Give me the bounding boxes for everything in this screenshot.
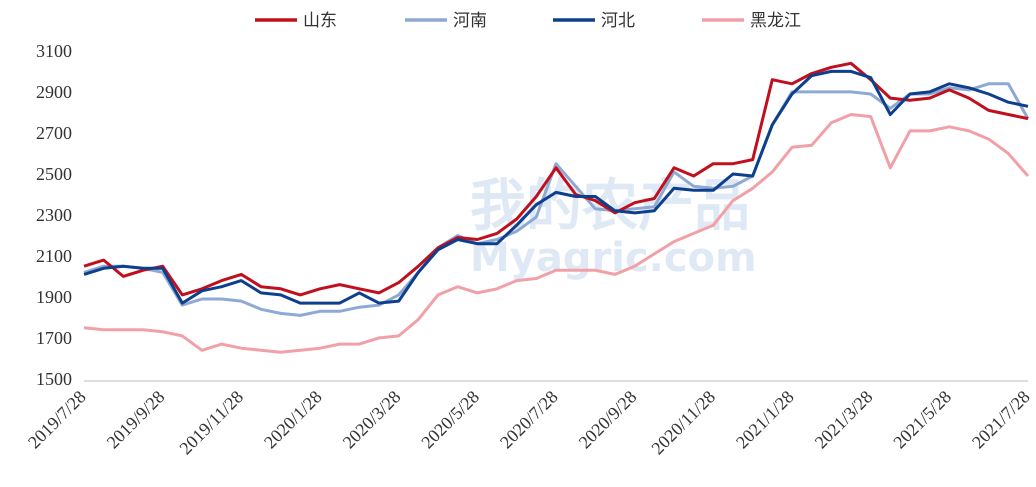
y-tick-label: 1900 xyxy=(36,287,72,307)
x-tick-label: 2019/11/28 xyxy=(175,387,247,459)
x-tick-label: 2020/9/28 xyxy=(575,387,641,453)
y-tick-label: 2700 xyxy=(36,123,72,143)
y-tick-label: 1500 xyxy=(36,369,72,389)
legend-label: 黑龙江 xyxy=(750,11,801,31)
y-tick-label: 2300 xyxy=(36,205,72,225)
x-tick-label: 2021/3/28 xyxy=(811,387,877,453)
x-tick-label: 2020/1/28 xyxy=(260,387,326,453)
x-tick-label: 2019/9/28 xyxy=(103,387,169,453)
line-series xyxy=(83,82,1030,317)
y-tick-label: 3100 xyxy=(36,41,72,61)
legend-label: 河北 xyxy=(601,11,635,31)
x-tick-label: 2021/5/28 xyxy=(889,387,955,453)
x-tick-label: 2020/7/28 xyxy=(496,387,562,453)
legend-label: 山东 xyxy=(303,11,337,31)
x-tick-label: 2021/1/28 xyxy=(732,387,798,453)
x-tick-label: 2020/3/28 xyxy=(339,387,405,453)
y-tick-label: 2900 xyxy=(36,82,72,102)
line-series xyxy=(83,69,1029,305)
x-tick-label: 2021/7/28 xyxy=(968,387,1034,453)
x-tick-label: 2019/7/28 xyxy=(24,387,90,453)
y-tick-label: 1700 xyxy=(36,328,72,348)
y-tick-label: 2500 xyxy=(36,164,72,184)
legend-label: 河南 xyxy=(453,11,487,31)
line-series xyxy=(83,113,1030,354)
y-tick-label: 2100 xyxy=(36,246,72,266)
x-tick-label: 2020/5/28 xyxy=(417,387,483,453)
x-tick-label: 2020/11/28 xyxy=(647,387,719,459)
